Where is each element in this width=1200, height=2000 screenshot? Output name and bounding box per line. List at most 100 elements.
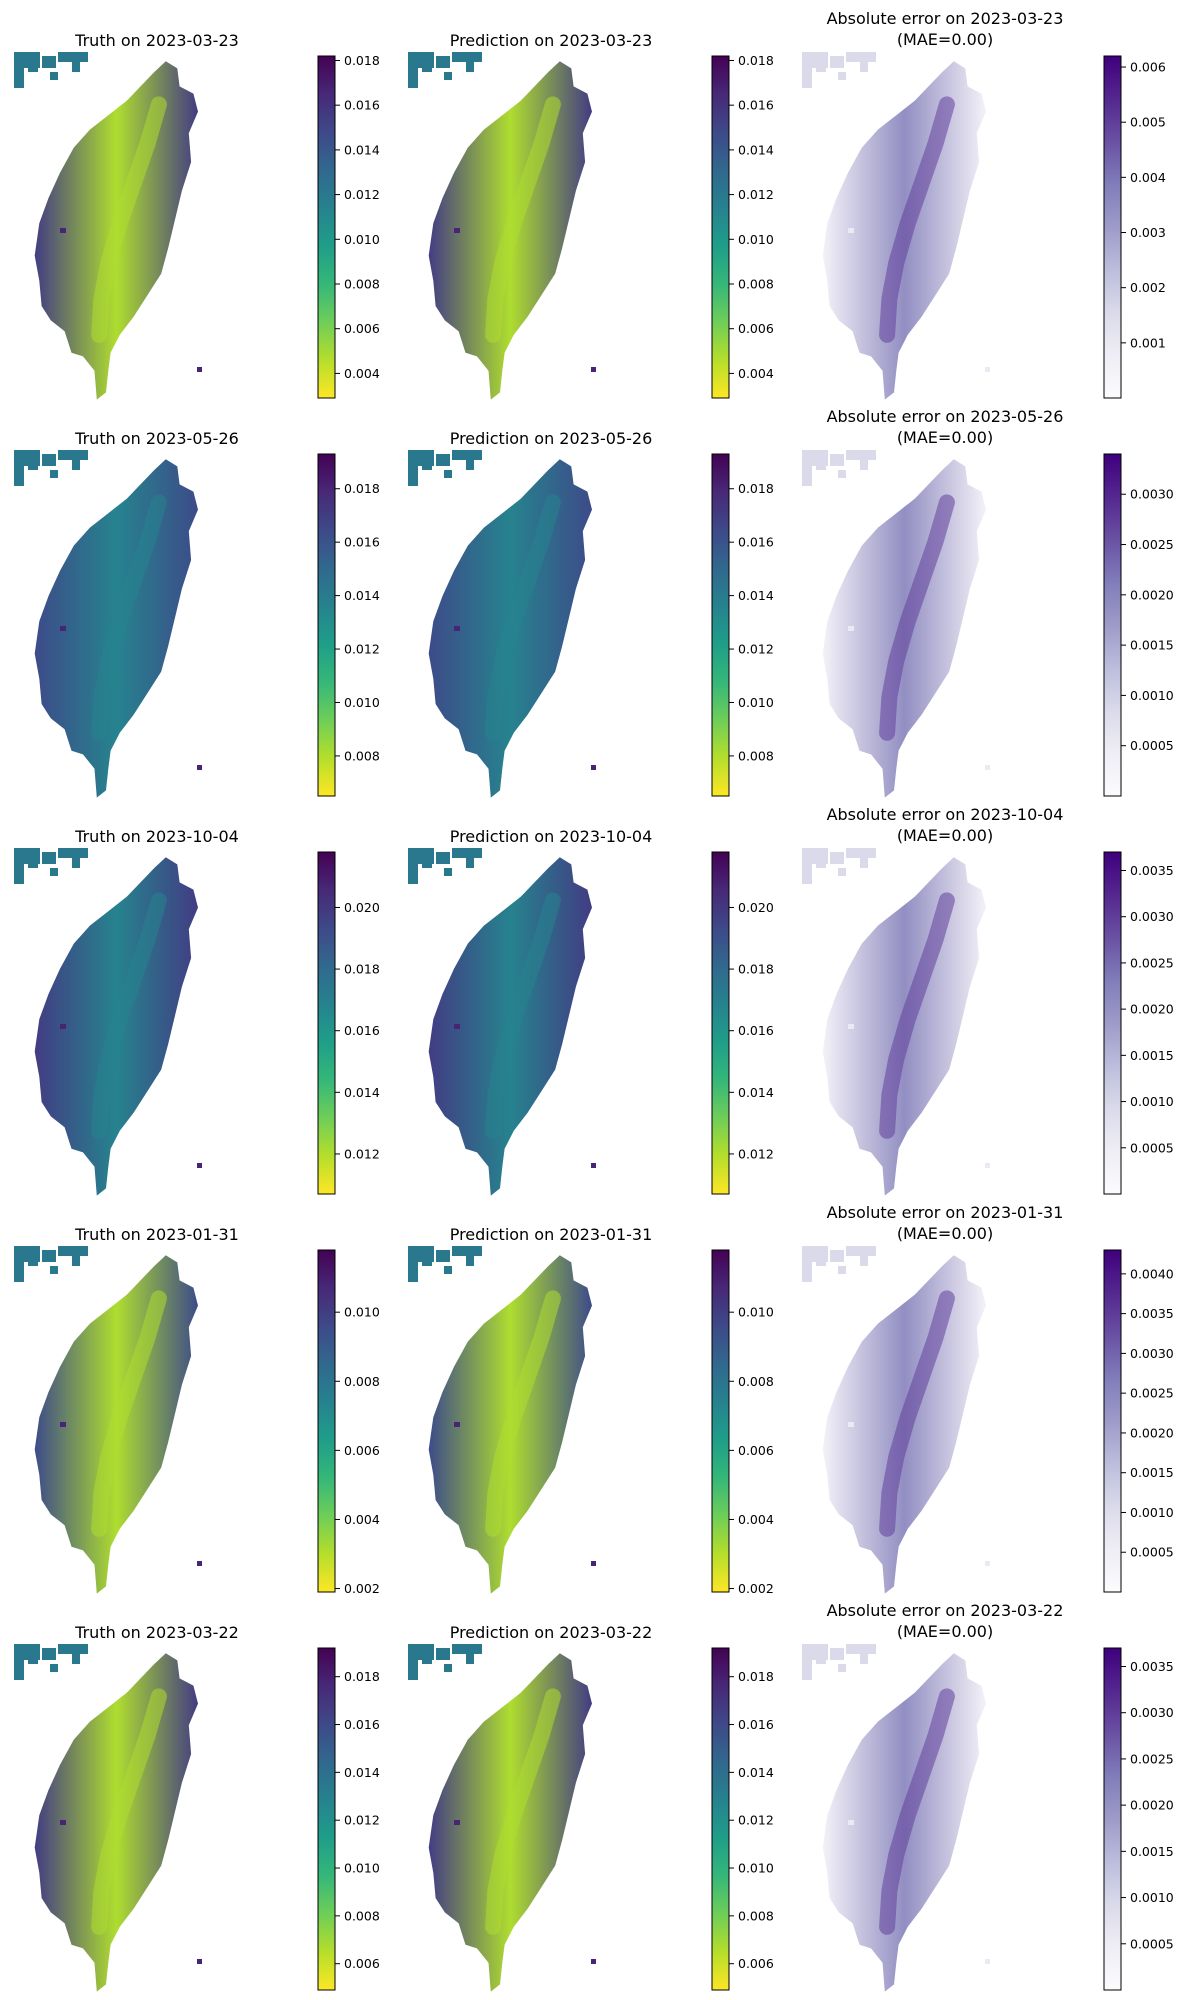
map-islet xyxy=(454,1820,460,1825)
colorbar-tick-label: 0.012 xyxy=(738,187,774,202)
colorbar-tick-label: 0.018 xyxy=(344,962,380,977)
colorbar-tick-label: 0.018 xyxy=(344,481,380,496)
colorbar xyxy=(711,1647,730,1991)
colorbar xyxy=(1103,453,1122,797)
map-islets xyxy=(408,1246,482,1282)
colorbar xyxy=(1103,851,1122,1195)
panel-error-2: Absolute error on 2023-05-26 (MAE=0.00) 0.… xyxy=(802,407,1174,798)
colorbar-tick-label: 0.010 xyxy=(344,695,380,710)
colorbar-tick-label: 0.014 xyxy=(738,588,774,603)
map-islet xyxy=(197,1959,202,1964)
map-ridge xyxy=(879,1688,955,1935)
colorbar-tick-label: 0.008 xyxy=(738,1374,774,1389)
colorbar-tick-label: 0.0035 xyxy=(1130,1659,1174,1674)
colorbar-tick-label: 0.014 xyxy=(344,1765,380,1780)
panel-truth-3: Truth on 2023-10-04 0.012 0.014 0.016 0.018 0… xyxy=(14,827,380,1196)
panel-prediction-2: Prediction on 2023-05-26 0.008 0.010 0.012 0… xyxy=(408,429,774,798)
map-ridge xyxy=(91,892,167,1139)
map-islet xyxy=(197,765,202,770)
colorbar-tick-label: 0.014 xyxy=(344,142,380,157)
colorbar-tick-label: 0.004 xyxy=(344,1512,380,1527)
panel-title: Truth on 2023-03-23 xyxy=(74,31,239,50)
map-islet xyxy=(591,1959,596,1964)
map-islet xyxy=(454,626,460,631)
map-islet xyxy=(60,228,66,233)
colorbar-tick-label: 0.018 xyxy=(738,53,774,68)
colorbar-tick-label: 0.0005 xyxy=(1130,1140,1174,1155)
colorbar-tick-label: 0.0010 xyxy=(1130,688,1174,703)
map-islet xyxy=(985,1163,990,1168)
colorbar-tick-label: 0.012 xyxy=(738,642,774,657)
colorbar-tick-label: 0.008 xyxy=(344,1908,380,1923)
map-islets xyxy=(802,1644,876,1680)
panel-title: Truth on 2023-10-04 xyxy=(74,827,239,846)
colorbar xyxy=(711,55,730,399)
colorbar-tick-label: 0.006 xyxy=(738,321,774,336)
colorbar-tick-label: 0.012 xyxy=(344,1813,380,1828)
colorbar-tick-label: 0.004 xyxy=(738,366,774,381)
map-ridge xyxy=(91,96,167,343)
panel-subtitle: (MAE=0.00) xyxy=(897,428,993,447)
panel-title: Truth on 2023-03-22 xyxy=(74,1623,239,1642)
colorbar-tick-label: 0.0035 xyxy=(1130,863,1174,878)
colorbar-tick-label: 0.0025 xyxy=(1130,955,1174,970)
panel-title: Absolute error on 2023-05-26 xyxy=(827,407,1064,426)
map-islet xyxy=(591,765,596,770)
panel-subtitle: (MAE=0.00) xyxy=(897,826,993,845)
colorbar-tick-label: 0.0025 xyxy=(1130,1751,1174,1766)
colorbar-tick-label: 0.010 xyxy=(738,695,774,710)
map-islet xyxy=(60,1024,66,1029)
colorbar-tick-label: 0.0005 xyxy=(1130,1545,1174,1560)
colorbar-tick-label: 0.016 xyxy=(738,1023,774,1038)
panel-error-1: Absolute error on 2023-03-23 (MAE=0.00) 0.… xyxy=(802,9,1166,400)
panel-prediction-4: Prediction on 2023-01-31 0.002 0.004 0.006 0… xyxy=(408,1225,774,1596)
colorbar-tick-label: 0.014 xyxy=(344,1085,380,1100)
colorbar-tick-label: 0.005 xyxy=(1130,115,1166,130)
map-ridge xyxy=(485,1290,561,1537)
map-islets xyxy=(14,450,88,486)
map-islet xyxy=(197,1163,202,1168)
panel-title: Prediction on 2023-05-26 xyxy=(450,429,653,448)
map-islets xyxy=(408,52,482,88)
colorbar-tick-label: 0.018 xyxy=(344,1669,380,1684)
map-ridge xyxy=(91,1290,167,1537)
map-ridge xyxy=(485,494,561,741)
colorbar xyxy=(1103,55,1122,399)
colorbar-tick-label: 0.0005 xyxy=(1130,738,1174,753)
map-islet xyxy=(848,626,854,631)
colorbar-tick-label: 0.010 xyxy=(344,232,380,247)
colorbar-tick-label: 0.016 xyxy=(344,535,380,550)
map-ridge xyxy=(879,1290,955,1537)
map-ridge xyxy=(91,494,167,741)
map-islet xyxy=(197,1561,202,1566)
map-islets xyxy=(802,450,876,486)
colorbar-tick-label: 0.018 xyxy=(738,962,774,977)
colorbar-tick-label: 0.008 xyxy=(344,277,380,292)
panel-subtitle: (MAE=0.00) xyxy=(897,1622,993,1641)
colorbar xyxy=(317,453,336,797)
colorbar xyxy=(317,1249,336,1593)
panel-subtitle: (MAE=0.00) xyxy=(897,1224,993,1243)
panel-prediction-5: Prediction on 2023-03-22 0.006 0.008 0.010 0… xyxy=(408,1623,774,1992)
colorbar-tick-label: 0.004 xyxy=(1130,170,1166,185)
map-ridge xyxy=(485,892,561,1139)
map-islet xyxy=(848,1024,854,1029)
colorbar-tick-label: 0.0040 xyxy=(1130,1266,1174,1281)
panel-error-5: Absolute error on 2023-03-22 (MAE=0.00) 0.… xyxy=(802,1601,1174,1992)
colorbar-tick-label: 0.008 xyxy=(344,1374,380,1389)
map-islets xyxy=(802,1246,876,1282)
map-islets xyxy=(408,848,482,884)
map-ridge xyxy=(485,96,561,343)
colorbar-tick-label: 0.004 xyxy=(738,1512,774,1527)
colorbar-tick-label: 0.0020 xyxy=(1130,1425,1174,1440)
map-islet xyxy=(454,228,460,233)
colorbar-tick-label: 0.0020 xyxy=(1130,1798,1174,1813)
map-islet xyxy=(848,1820,854,1825)
panel-title: Absolute error on 2023-10-04 xyxy=(827,805,1064,824)
colorbar-tick-label: 0.002 xyxy=(738,1581,774,1596)
map-islet xyxy=(591,1163,596,1168)
panel-error-3: Absolute error on 2023-10-04 (MAE=0.00) 0.… xyxy=(802,805,1174,1196)
colorbar-tick-label: 0.006 xyxy=(738,1443,774,1458)
map-islets xyxy=(408,450,482,486)
map-ridge xyxy=(879,96,955,343)
